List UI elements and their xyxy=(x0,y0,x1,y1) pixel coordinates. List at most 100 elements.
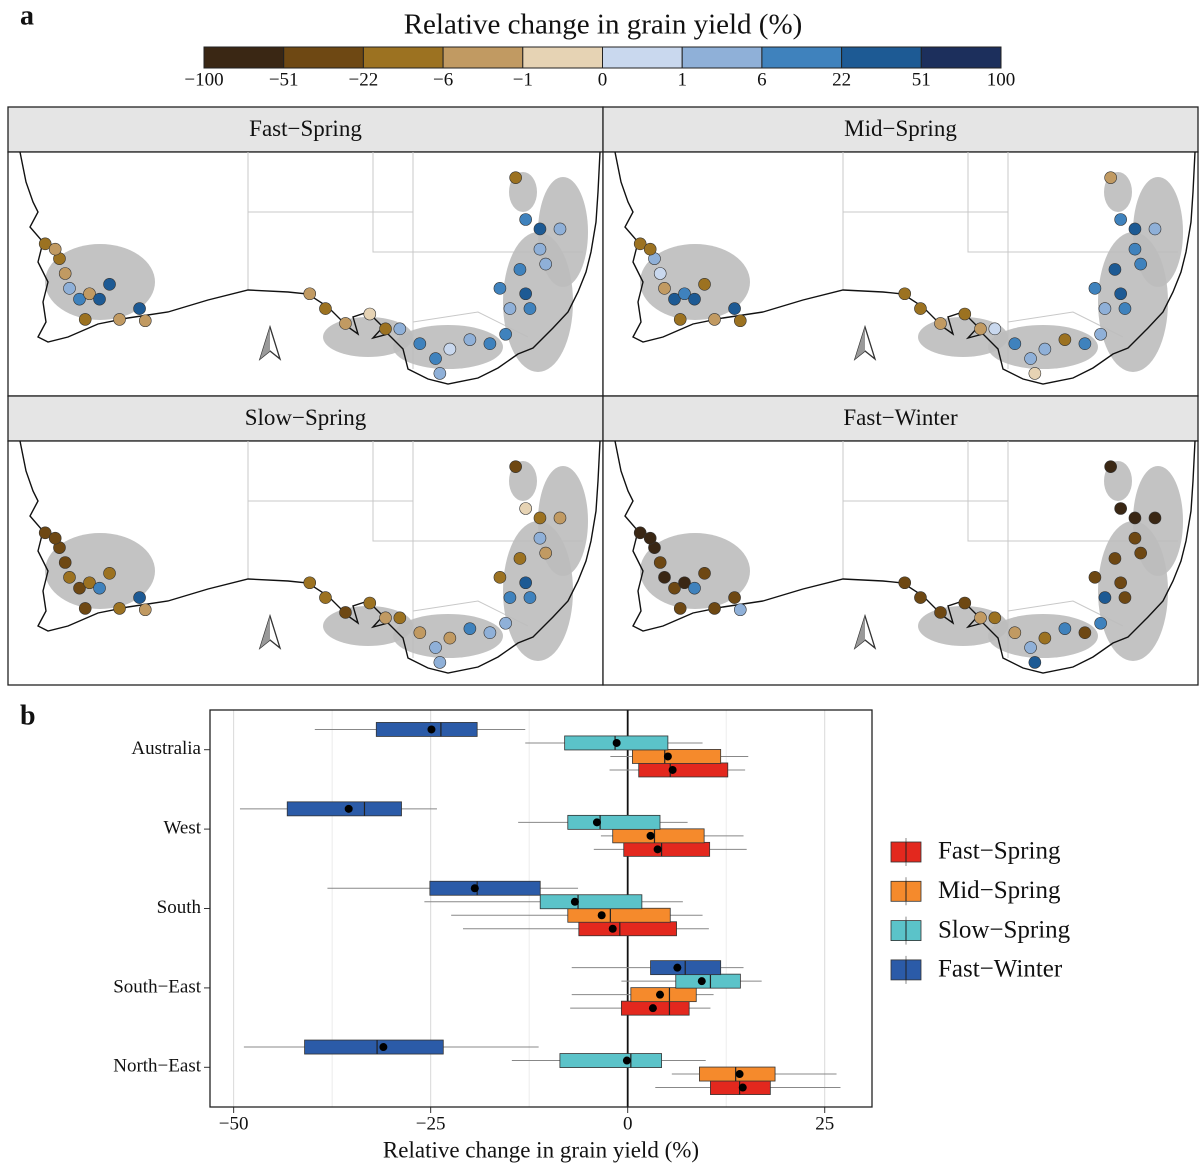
site-point xyxy=(443,342,457,356)
colorbar-label: 51 xyxy=(912,69,931,90)
site-point xyxy=(1028,656,1042,669)
box xyxy=(612,828,705,844)
strip xyxy=(7,395,604,442)
site-point xyxy=(1114,287,1127,301)
north-arrow-half xyxy=(855,616,865,648)
box xyxy=(304,1039,444,1055)
mean xyxy=(735,1070,744,1079)
site-point xyxy=(934,317,947,330)
site-point xyxy=(1108,552,1122,565)
mean xyxy=(663,752,672,761)
x-tick-label: −50 xyxy=(219,1113,249,1134)
site-point xyxy=(319,302,332,315)
north-arrow-half xyxy=(260,616,270,648)
site-point xyxy=(898,576,912,590)
site-point xyxy=(379,322,392,336)
coastline xyxy=(614,440,1196,674)
site-point xyxy=(668,581,681,595)
colorbar-label: 1 xyxy=(677,69,687,90)
y-tick-label: South−East xyxy=(113,976,201,997)
site-point xyxy=(1038,631,1052,645)
site-point xyxy=(1094,327,1107,341)
x-axis-title: Relative change in grain yield (%) xyxy=(383,1137,699,1162)
site-point xyxy=(413,626,427,639)
mean xyxy=(673,963,682,972)
colorbar-label: −1 xyxy=(513,69,533,90)
site-point xyxy=(519,287,532,301)
colorbar-swatch xyxy=(362,46,444,69)
site-point xyxy=(493,282,507,295)
site-point xyxy=(539,546,552,560)
colorbar-label: −51 xyxy=(269,69,299,90)
site-point xyxy=(1078,626,1092,639)
site-point xyxy=(643,242,657,256)
site-point xyxy=(513,263,527,276)
colorbar-swatch xyxy=(761,46,843,69)
site-point xyxy=(48,242,62,256)
box xyxy=(567,907,671,923)
colorbar-swatch xyxy=(283,46,364,69)
cropping-region xyxy=(640,533,750,609)
site-point xyxy=(708,313,721,326)
mean xyxy=(697,977,706,986)
site-point xyxy=(483,626,497,639)
site-point xyxy=(63,282,76,295)
site-point xyxy=(339,606,352,619)
site-point xyxy=(433,367,447,380)
box xyxy=(539,894,643,910)
site-point xyxy=(1148,222,1162,236)
site-point xyxy=(483,337,497,350)
colorbar-label: 22 xyxy=(832,69,851,90)
site-point xyxy=(553,511,567,525)
y-tick-label: West xyxy=(163,817,201,838)
colorbar-swatch xyxy=(442,46,524,69)
site-point xyxy=(653,267,667,280)
site-point xyxy=(413,337,427,350)
coastline xyxy=(19,440,601,674)
mean xyxy=(344,804,353,813)
site-point xyxy=(1128,531,1142,545)
site-point xyxy=(429,641,442,654)
site-point xyxy=(1024,352,1037,365)
site-point xyxy=(503,591,517,604)
colorbar-label: −22 xyxy=(349,69,379,90)
site-point xyxy=(1148,511,1162,525)
colorbar-swatch xyxy=(681,46,763,69)
site-point xyxy=(934,606,947,619)
site-point xyxy=(303,287,317,301)
x-tick-label: −25 xyxy=(416,1113,446,1134)
site-point xyxy=(698,567,711,580)
mean xyxy=(653,845,662,854)
site-point xyxy=(728,302,741,315)
y-tick-label: South xyxy=(157,897,202,918)
mean xyxy=(427,725,436,734)
state-border xyxy=(967,152,1008,253)
plot-frame xyxy=(209,709,873,1108)
site-point xyxy=(1118,591,1132,604)
legend-label: Slow−Spring xyxy=(938,916,1071,943)
strip xyxy=(7,106,604,153)
site-point xyxy=(363,596,377,610)
site-point xyxy=(733,314,747,328)
site-point xyxy=(519,576,532,590)
site-point xyxy=(988,611,1002,625)
site-point xyxy=(1024,641,1037,654)
site-point xyxy=(658,571,671,584)
colorbar-swatch xyxy=(920,46,1002,69)
site-point xyxy=(133,591,146,604)
site-point xyxy=(1114,576,1127,590)
site-point xyxy=(1128,242,1142,256)
site-point xyxy=(708,602,721,615)
site-point xyxy=(898,287,912,301)
site-point xyxy=(509,171,522,184)
site-point xyxy=(429,352,442,365)
site-point xyxy=(103,278,116,291)
site-point xyxy=(1108,263,1122,276)
legend-label: Fast−Winter xyxy=(938,956,1063,983)
box xyxy=(286,801,402,817)
box xyxy=(623,841,711,857)
site-point xyxy=(48,531,62,545)
site-point xyxy=(988,322,1002,336)
site-point xyxy=(974,322,987,336)
